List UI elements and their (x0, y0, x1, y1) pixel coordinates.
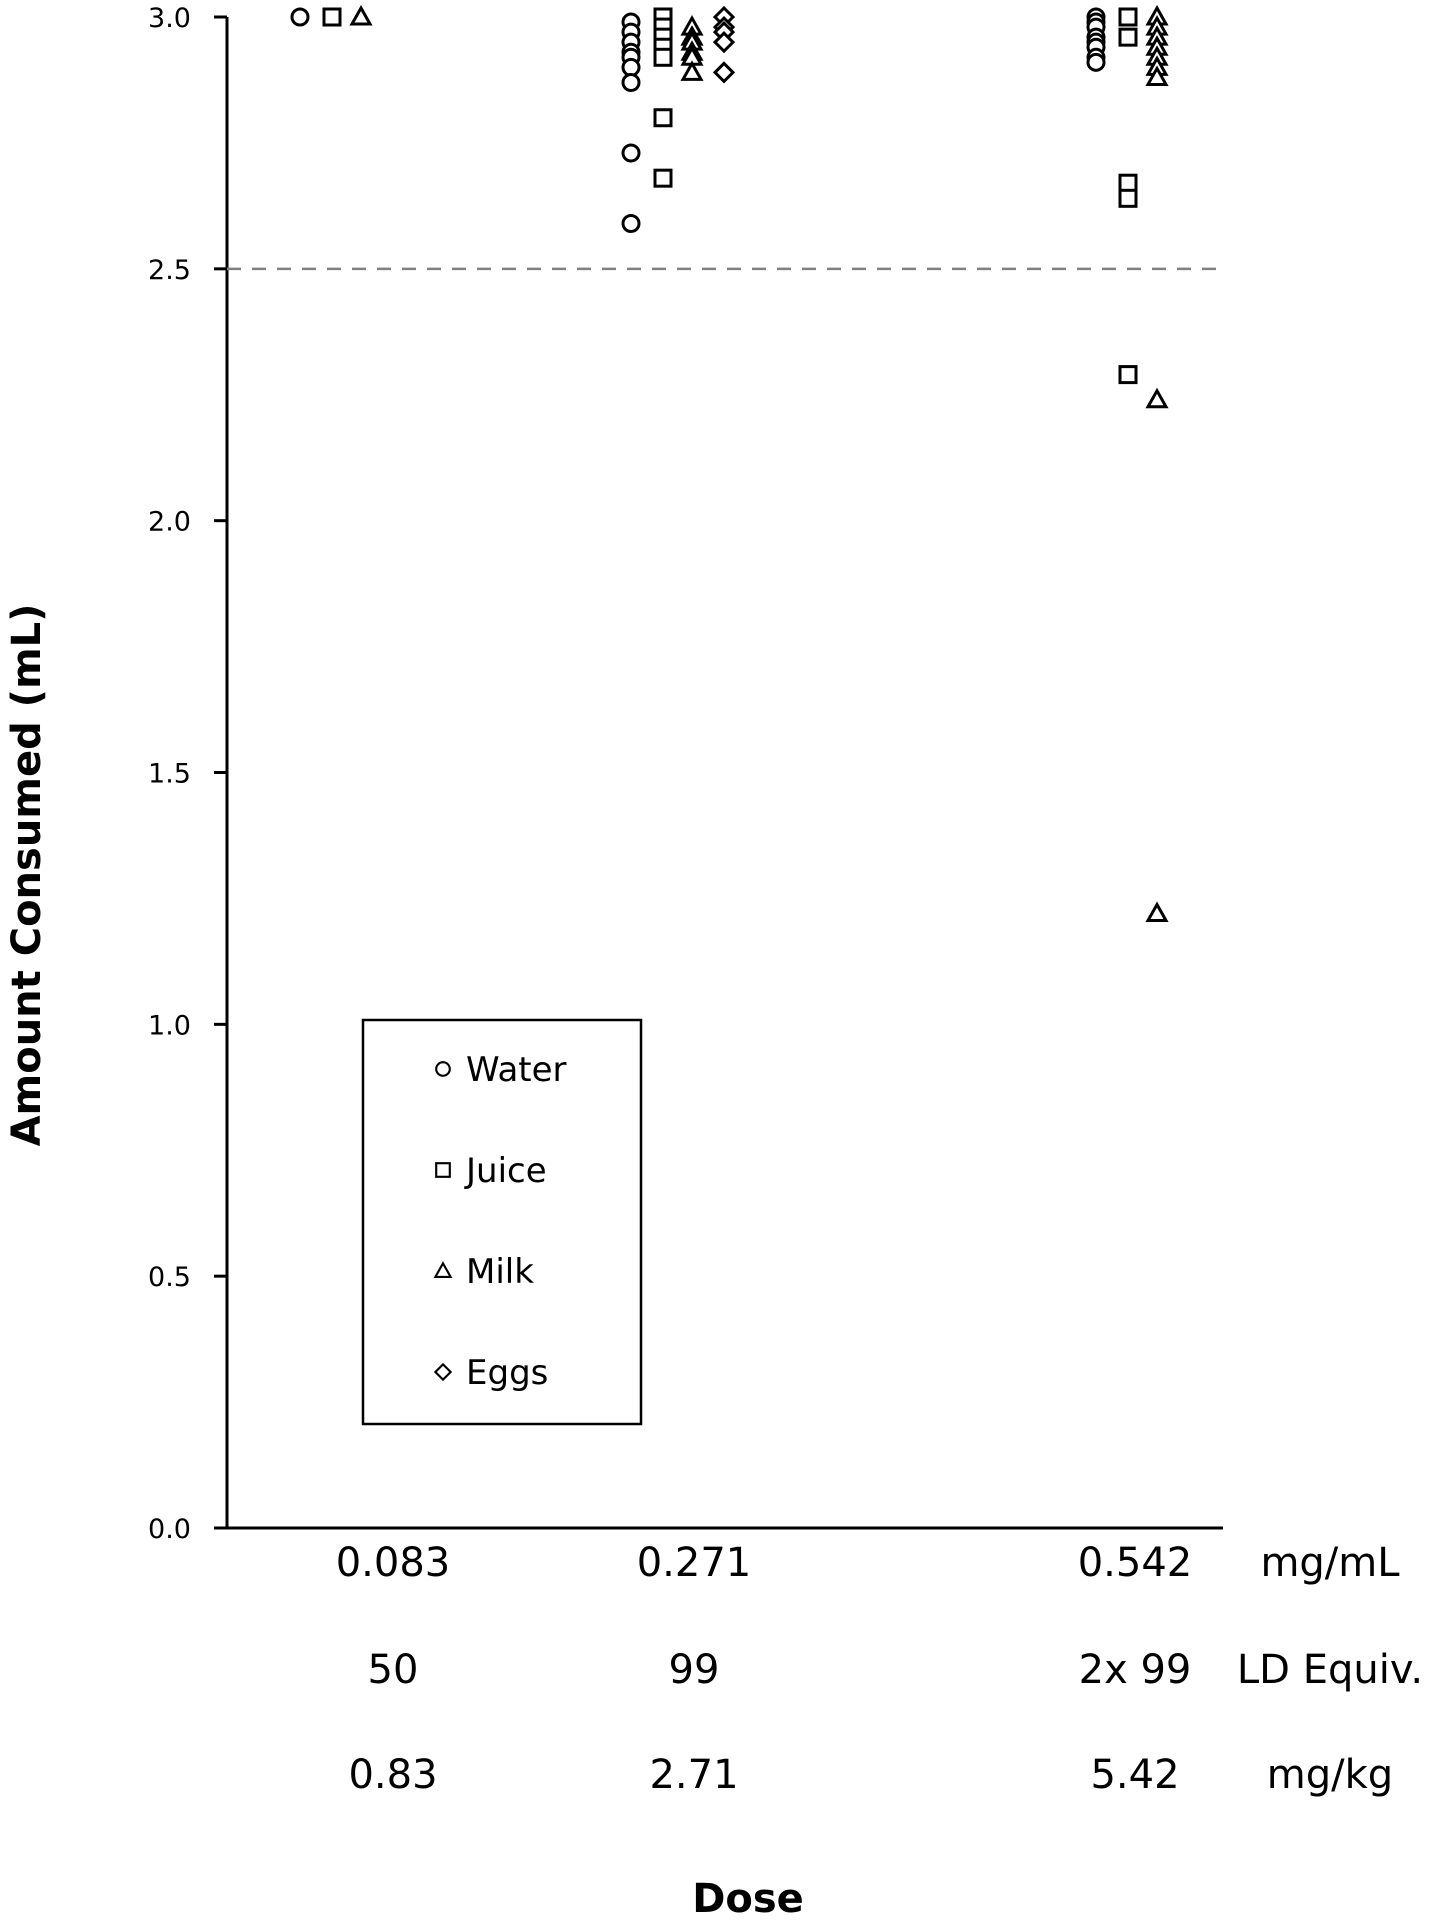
y-tick-label: 2.0 (148, 507, 191, 538)
data-point-milk (680, 60, 704, 81)
legend-marker-eggs (433, 1362, 453, 1382)
data-point-milk (349, 4, 373, 26)
dose-unit-label: mg/kg (1267, 1752, 1393, 1798)
dose-value: 2.71 (649, 1752, 738, 1798)
data-point-water (290, 7, 310, 27)
data-point-water (621, 143, 641, 163)
legend-marker-milk (433, 1261, 453, 1279)
data-point-eggs (712, 31, 736, 54)
data-point-juice (653, 108, 673, 128)
dose-value: 2x 99 (1079, 1647, 1192, 1693)
legend-label-water: Water (466, 1050, 567, 1090)
y-axis-title: Amount Consumed (mL) (4, 604, 50, 1147)
dose-value: 99 (669, 1647, 720, 1693)
dose-value: 5.42 (1090, 1752, 1179, 1798)
data-point-juice (1118, 365, 1138, 385)
dose-value: 50 (368, 1647, 419, 1693)
dose-labels: 0.083 0.271 0.542 mg/mL 50 99 2x 99 LD Equiv. 0.… (336, 1540, 1423, 1798)
legend-marker-water (435, 1061, 451, 1077)
dose-value: 0.083 (336, 1540, 451, 1586)
data-point-juice (1118, 173, 1138, 193)
data-point-juice (1118, 188, 1138, 208)
data-point-milk (1145, 65, 1169, 86)
y-tick-label: 0.0 (148, 1514, 191, 1545)
data-point-juice (322, 7, 342, 27)
legend-marker-juice (435, 1162, 451, 1178)
dose-unit-label: mg/mL (1260, 1540, 1400, 1586)
dose-value: 0.542 (1078, 1540, 1193, 1586)
data-point-eggs (712, 61, 736, 84)
legend-label-milk: Milk (466, 1252, 534, 1292)
dose-value: 0.271 (637, 1540, 752, 1586)
legend-box (361, 1018, 643, 1426)
data-point-juice (1118, 7, 1138, 27)
data-point-milk (1145, 901, 1169, 923)
data-point-water (1086, 52, 1106, 72)
dose-unit-label: LD Equiv. (1237, 1647, 1423, 1693)
data-point-milk (1145, 387, 1169, 409)
y-tick-label: 0.5 (148, 1262, 191, 1293)
data-points (290, 4, 1169, 923)
y-axis-ticks: 0.0 0.5 1.0 1.5 2.0 2.5 3.0 (148, 3, 227, 1545)
legend: Water Juice Milk Eggs (361, 1018, 643, 1426)
y-tick-label: 1.0 (148, 1010, 191, 1041)
data-point-juice (653, 168, 673, 188)
data-point-water (621, 214, 641, 234)
dose-value: 0.83 (348, 1752, 437, 1798)
data-point-juice (1118, 27, 1138, 47)
y-tick-label: 2.5 (148, 255, 191, 286)
data-point-water (621, 57, 641, 77)
legend-label-juice: Juice (464, 1151, 547, 1191)
y-tick-label: 3.0 (148, 3, 191, 34)
y-tick-label: 1.5 (148, 759, 191, 790)
x-axis-title: Dose (692, 1876, 804, 1920)
data-point-juice (653, 47, 673, 67)
legend-label-eggs: Eggs (466, 1353, 548, 1393)
data-point-water (621, 72, 641, 92)
